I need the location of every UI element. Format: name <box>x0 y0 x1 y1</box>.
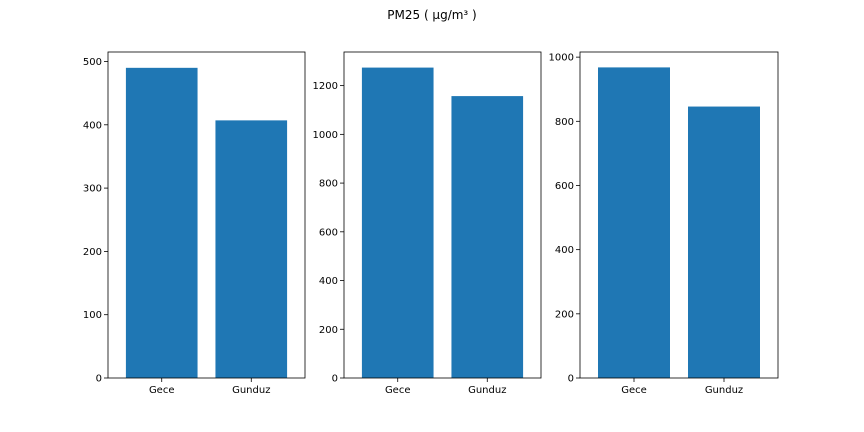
axes-frame <box>107 51 306 379</box>
bar-gunduz <box>451 96 524 378</box>
y-tick-label: 0 <box>96 374 102 385</box>
y-tick-label: 0 <box>332 374 338 385</box>
y-tick-label: 600 <box>555 181 574 192</box>
y-tick-label: 400 <box>83 120 102 131</box>
x-tick-label: Gunduz <box>232 385 270 396</box>
y-tick-label: 1000 <box>549 53 574 64</box>
x-tick-label: Gece <box>385 385 411 396</box>
bar-gece <box>598 67 670 379</box>
subplot-1: Gece Gunduz 0 100 200 300 400 500 <box>83 51 306 396</box>
y-tick-label: 600 <box>319 227 338 238</box>
y-tick-label: 100 <box>83 310 102 321</box>
y-tick-label: 1000 <box>313 130 338 141</box>
y-tick-label: 300 <box>83 184 102 195</box>
x-tick-label: Gunduz <box>705 385 743 396</box>
y-tick-label: 200 <box>555 309 574 320</box>
y-tick-label: 200 <box>83 247 102 258</box>
x-tick-label: Gece <box>149 385 175 396</box>
y-tick-label: 0 <box>568 374 574 385</box>
chart-suptitle: PM25 ( µg/m³ ) <box>387 8 476 22</box>
bar-gunduz <box>215 120 288 379</box>
subplot-3: Gece Gunduz 0 200 400 600 800 1000 <box>549 51 779 396</box>
axes-frame <box>343 51 542 379</box>
y-tick-label: 800 <box>319 179 338 190</box>
bar-gece <box>361 67 434 378</box>
bar-gece <box>125 67 198 378</box>
y-tick-label: 500 <box>83 57 102 68</box>
x-tick-label: Gunduz <box>468 385 506 396</box>
x-tick-label: Gece <box>621 385 647 396</box>
axes-frame <box>579 51 779 379</box>
y-tick-label: 400 <box>319 276 338 287</box>
y-tick-label: 800 <box>555 117 574 128</box>
chart-panels: Gece Gunduz 0 100 200 300 400 500 Gece Gunduz 0 200… <box>83 51 779 396</box>
bar-gunduz <box>688 106 760 379</box>
y-tick-label: 1200 <box>313 81 338 92</box>
y-tick-label: 400 <box>555 245 574 256</box>
subplot-2: Gece Gunduz 0 200 400 600 800 1000 1200 <box>313 51 542 396</box>
y-tick-label: 200 <box>319 325 338 336</box>
